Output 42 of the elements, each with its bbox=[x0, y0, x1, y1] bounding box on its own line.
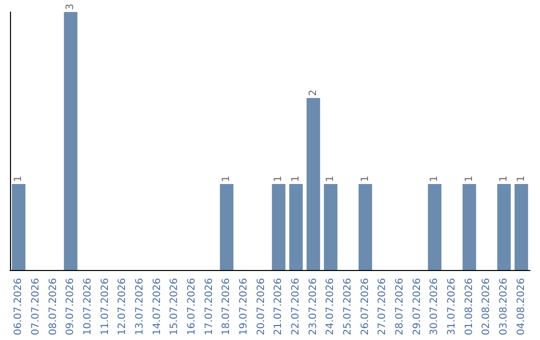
x-tick-label: 24.07.2026 bbox=[325, 278, 336, 336]
x-tick-label: 31.07.2026 bbox=[446, 278, 458, 336]
x-tick-label: 04.08.2026 bbox=[516, 278, 527, 336]
x-tick-label: 01.08.2026 bbox=[464, 278, 475, 336]
data-label: 1 bbox=[360, 176, 371, 182]
x-tick-label: 29.07.2026 bbox=[412, 278, 423, 336]
x-tick-label: 22.07.2026 bbox=[290, 278, 302, 336]
data-label: 2 bbox=[308, 90, 319, 96]
x-tick-label: 10.07.2026 bbox=[82, 278, 94, 336]
x-tick-label: 12.07.2026 bbox=[117, 278, 128, 336]
x-tick-label: 11.07.2026 bbox=[100, 278, 111, 336]
x-tick-label: 13.07.2026 bbox=[134, 278, 146, 336]
data-label: 1 bbox=[273, 176, 284, 182]
data-label: 3 bbox=[65, 4, 76, 10]
x-tick-label: 27.07.2026 bbox=[377, 278, 388, 336]
x-tick-label: 07.07.2026 bbox=[30, 278, 42, 336]
x-tick-label: 14.07.2026 bbox=[152, 278, 163, 336]
x-tick-label: 15.07.2026 bbox=[169, 278, 180, 336]
x-tick-label: 21.07.2026 bbox=[273, 278, 284, 336]
data-label: 1 bbox=[290, 176, 302, 182]
x-tick-label: 02.08.2026 bbox=[481, 278, 492, 336]
x-tick-label: 30.07.2026 bbox=[429, 278, 440, 336]
data-label: 1 bbox=[221, 176, 232, 182]
x-tick-label: 28.07.2026 bbox=[394, 278, 406, 336]
data-label: 1 bbox=[464, 176, 475, 182]
x-tick-label: 23.07.2026 bbox=[308, 278, 319, 336]
x-tick-label: 08.07.2026 bbox=[48, 278, 59, 336]
x-tick-label: 09.07.2026 bbox=[65, 278, 76, 336]
data-label: 1 bbox=[13, 176, 24, 182]
x-tick-label: 06.07.2026 bbox=[13, 278, 24, 336]
x-tick-label: 20.07.2026 bbox=[256, 278, 267, 336]
data-label: 1 bbox=[429, 176, 440, 182]
x-tick-label: 17.07.2026 bbox=[204, 278, 215, 336]
x-tick-label: 19.07.2026 bbox=[238, 278, 250, 336]
x-tick-label: 16.07.2026 bbox=[186, 278, 198, 336]
data-label: 1 bbox=[498, 176, 510, 182]
data-label: 1 bbox=[325, 176, 336, 182]
x-tick-label: 18.07.2026 bbox=[221, 278, 232, 336]
x-tick-label: 03.08.2026 bbox=[498, 278, 510, 336]
data-label: 1 bbox=[516, 176, 527, 182]
x-tick-label: 25.07.2026 bbox=[342, 278, 354, 336]
x-tick-label: 26.07.2026 bbox=[360, 278, 371, 336]
